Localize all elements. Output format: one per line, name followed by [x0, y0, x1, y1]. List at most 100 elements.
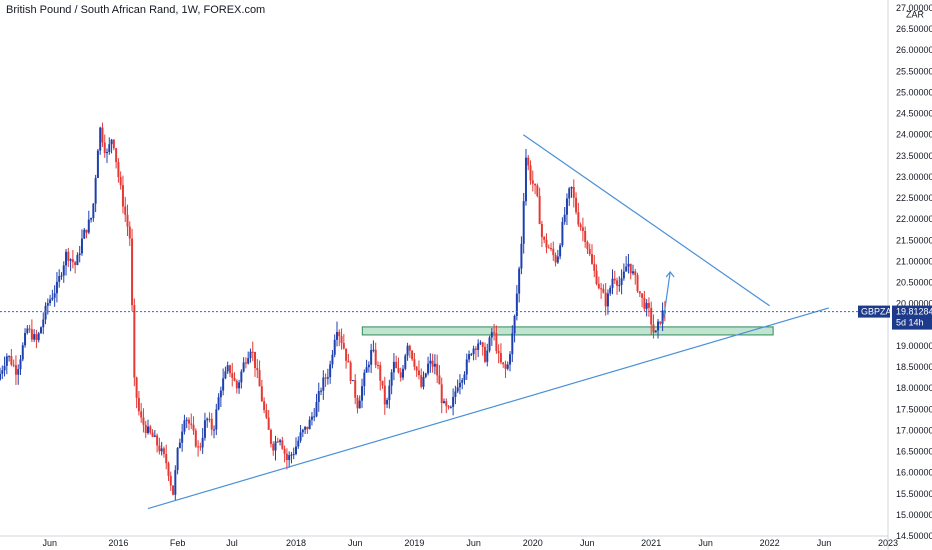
candle-body: [153, 435, 156, 437]
candle-body: [518, 268, 521, 294]
candle-body: [461, 380, 464, 383]
candle-body: [458, 382, 461, 388]
candle-body: [87, 219, 90, 233]
candle-body: [370, 350, 373, 365]
candle-body: [101, 127, 104, 143]
candle-body: [172, 485, 175, 495]
candle-body: [613, 278, 616, 281]
descending-trendline[interactable]: [522, 134, 770, 307]
candle-body: [591, 254, 593, 264]
y-tick-label: 25.00000: [896, 87, 932, 97]
candle-body: [217, 397, 220, 410]
price-badge-value: 19.81284: [896, 307, 932, 317]
y-tick-label: 26.00000: [896, 45, 932, 55]
x-tick-label: 2019: [404, 538, 424, 548]
candle-body: [304, 426, 307, 430]
x-tick-label: Jun: [698, 538, 713, 548]
candle-body: [620, 278, 623, 285]
candle-body: [267, 417, 270, 430]
candle-body: [147, 426, 149, 434]
candle-body: [358, 400, 361, 409]
candle-body: [315, 401, 318, 417]
candle-body: [565, 198, 568, 215]
candle-body: [643, 297, 646, 309]
candle-body: [575, 197, 578, 213]
candle-body: [219, 390, 222, 398]
candle-body: [85, 229, 88, 233]
candle-body: [272, 443, 275, 451]
candle-body: [39, 327, 42, 334]
x-tick-label: Jun: [348, 538, 363, 548]
candle-body: [513, 315, 516, 334]
candle-body: [306, 426, 309, 430]
candle-body: [424, 373, 427, 378]
candle-body: [187, 419, 190, 424]
candle-body: [335, 331, 338, 340]
candle-body: [554, 255, 557, 263]
x-tick-label: 2018: [286, 538, 306, 548]
y-tick-label: 18.00000: [896, 383, 932, 393]
candle-body: [388, 385, 391, 400]
candle-body: [169, 475, 172, 486]
candle-body: [481, 342, 484, 347]
y-tick-label: 20.50000: [896, 278, 932, 288]
candle-body: [274, 441, 277, 451]
candle-body: [60, 275, 63, 277]
candle-body: [345, 348, 348, 361]
candle-body: [452, 396, 455, 407]
candle-body: [638, 291, 641, 294]
candle-body: [108, 144, 111, 153]
candle-body: [21, 345, 24, 360]
candle-body: [263, 401, 266, 411]
y-tick-label: 24.50000: [896, 109, 932, 119]
candle-body: [486, 350, 489, 362]
candle-body: [33, 334, 36, 340]
candle-body: [563, 214, 566, 222]
y-tick-label: 16.00000: [896, 468, 932, 478]
y-tick-label: 17.50000: [896, 404, 932, 414]
price-axis[interactable]: 14.50000 15.00000 15.50000 16.00000 16.50000…: [887, 0, 932, 550]
ascending-trendline[interactable]: [147, 307, 829, 510]
candle-body: [185, 419, 188, 421]
candle-body: [240, 371, 243, 383]
currency-label: ZAR: [906, 9, 925, 19]
x-tick-label: Feb: [170, 538, 186, 548]
y-tick-label: 25.50000: [896, 66, 932, 76]
candle-body: [488, 337, 491, 351]
candle-body: [112, 139, 115, 149]
candle-body: [634, 271, 637, 276]
candle-body: [254, 351, 257, 369]
time-axis[interactable]: Jun 2016 Feb Jul 2018 Jun 2019 Jun 2020 Jun 2021 Ju…: [0, 535, 898, 548]
candle-body: [247, 358, 250, 364]
candle-body: [333, 339, 336, 355]
candle-body: [511, 333, 514, 355]
candle-body: [579, 224, 582, 228]
candle-body: [645, 303, 648, 309]
candle-body: [600, 288, 603, 290]
candle-body: [347, 360, 350, 363]
candle-body: [226, 365, 229, 372]
candle-body: [524, 157, 527, 202]
candle-body: [67, 251, 70, 261]
candle-body: [351, 380, 354, 382]
candle-body: [83, 229, 86, 239]
candle-body: [203, 420, 206, 438]
x-tick-label: Jun: [466, 538, 481, 548]
support-zone-layer: [361, 326, 774, 336]
candle-body: [556, 256, 559, 263]
candle-body: [178, 442, 181, 449]
candle-body: [386, 399, 389, 405]
candle-body: [71, 259, 74, 263]
candle-body: [8, 356, 11, 358]
candle-body: [379, 365, 382, 381]
projection-arrow[interactable]: [662, 271, 671, 323]
candle-body: [5, 356, 8, 366]
candle-body: [506, 364, 509, 369]
candle-body: [174, 470, 177, 495]
candle-body: [493, 332, 496, 334]
y-tick-label: 21.50000: [896, 235, 932, 245]
candle-body: [238, 382, 241, 389]
candle-body: [356, 397, 359, 409]
candle-body: [415, 366, 418, 371]
